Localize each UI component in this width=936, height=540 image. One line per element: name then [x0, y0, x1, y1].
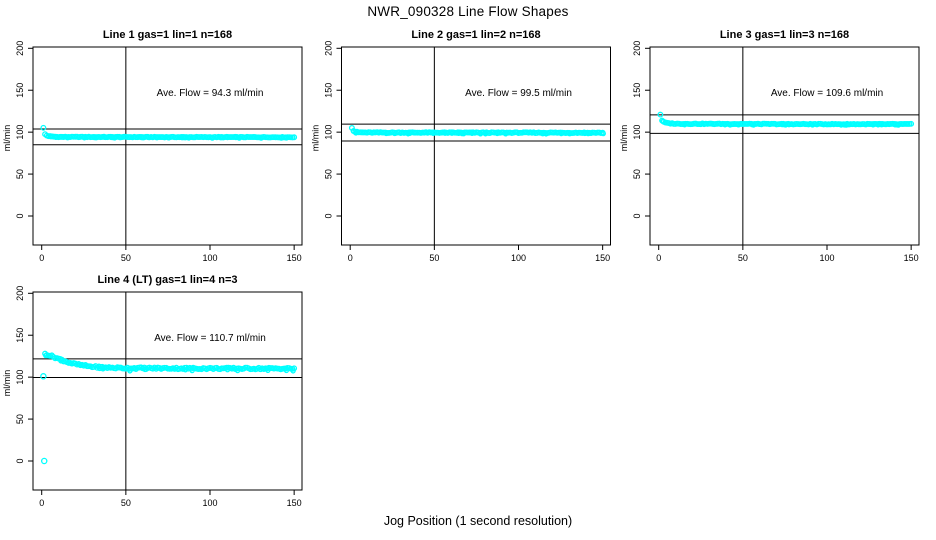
- y-axis-title: ml/min: [2, 125, 12, 152]
- y-tick-label: 100: [632, 125, 642, 140]
- x-tick-label: 150: [904, 253, 919, 263]
- x-tick-label: 100: [202, 253, 217, 263]
- y-tick-label: 50: [15, 169, 25, 179]
- y-tick-label: 50: [324, 169, 334, 179]
- y-tick-label: 150: [15, 83, 25, 98]
- x-tick-label: 0: [39, 498, 44, 508]
- y-tick-label: 200: [324, 41, 334, 56]
- y-tick-label: 100: [15, 125, 25, 140]
- y-tick-label: 200: [15, 41, 25, 56]
- ave-flow-annotation: Ave. Flow = 94.3 ml/min: [157, 88, 264, 99]
- y-tick-label: 0: [15, 213, 25, 218]
- y-tick-label: 150: [15, 328, 25, 343]
- panel-axes: 0 50 100 150 200 ml/min 0 50 100 150: [2, 41, 303, 263]
- y-tick-label: 200: [632, 41, 642, 56]
- y-tick-label: 0: [15, 458, 25, 463]
- panel-title: Line 3 gas=1 lin=3 n=168: [720, 29, 849, 41]
- plot-box: [32, 291, 303, 491]
- x-tick-label: 150: [595, 253, 610, 263]
- ave-flow-annotation: Ave. Flow = 99.5 ml/min: [465, 88, 572, 99]
- x-tick-label: 150: [287, 253, 302, 263]
- y-tick-label: 50: [15, 414, 25, 424]
- y-tick-label: 200: [15, 286, 25, 301]
- panel-line-2: Line 2 gas=1 lin=2 n=168 Ave. Flow = 99.…: [411, 29, 572, 99]
- panel-line-3: Line 3 gas=1 lin=3 n=168 Ave. Flow = 109…: [720, 29, 883, 99]
- data-points: [40, 350, 298, 465]
- panel-title: Line 2 gas=1 lin=2 n=168: [411, 29, 540, 41]
- y-axis-title: ml/min: [619, 125, 629, 152]
- plot-box: [649, 46, 920, 246]
- panel-axes: 0 50 100 150 200 ml/min 0 50 100 150: [619, 41, 920, 263]
- x-tick-label: 50: [738, 253, 748, 263]
- x-tick-label: 50: [121, 253, 131, 263]
- x-tick-label: 100: [819, 253, 834, 263]
- panel-line-1: Line 1 gas=1 lin=1 n=168 Ave. Flow = 94.…: [103, 29, 264, 99]
- x-tick-label: 0: [656, 253, 661, 263]
- y-tick-label: 150: [632, 83, 642, 98]
- chart-layer: 0 50 100 150 200 ml/min 0 50 100 150 0 50 100 150 200 m…: [2, 41, 920, 508]
- y-axis-title: ml/min: [2, 370, 12, 397]
- y-tick-label: 100: [324, 125, 334, 140]
- panel-line-4: Line 4 (LT) gas=1 lin=4 n=3 Ave. Flow = …: [97, 274, 265, 344]
- x-tick-label: 150: [287, 498, 302, 508]
- y-tick-label: 100: [15, 370, 25, 385]
- y-tick-label: 0: [632, 213, 642, 218]
- data-points: [40, 124, 298, 141]
- x-tick-label: 50: [429, 253, 439, 263]
- ave-flow-annotation: Ave. Flow = 110.7 ml/min: [154, 333, 266, 344]
- panel-axes: 0 50 100 150 200 ml/min 0 50 100 150: [311, 41, 611, 263]
- panel-title: Line 4 (LT) gas=1 lin=4 n=3: [97, 274, 237, 286]
- data-points: [348, 124, 606, 137]
- ave-flow-annotation: Ave. Flow = 109.6 ml/min: [771, 88, 883, 99]
- y-tick-label: 50: [632, 169, 642, 179]
- plot-box: [341, 46, 611, 246]
- x-tick-label: 100: [202, 498, 217, 508]
- y-tick-label: 150: [324, 83, 334, 98]
- x-tick-label: 0: [348, 253, 353, 263]
- x-tick-label: 50: [121, 498, 131, 508]
- plot-box: [32, 46, 303, 246]
- panel-title: Line 1 gas=1 lin=1 n=168: [103, 29, 232, 41]
- page-title: NWR_090328 Line Flow Shapes: [367, 4, 568, 19]
- x-tick-label: 0: [39, 253, 44, 263]
- x-axis-title: Jog Position (1 second resolution): [384, 514, 572, 528]
- y-tick-label: 0: [324, 213, 334, 218]
- y-axis-title: ml/min: [311, 125, 321, 152]
- data-points: [657, 111, 915, 128]
- x-tick-label: 100: [511, 253, 526, 263]
- panel-axes: 0 50 100 150 200 ml/min 0 50 100 150: [2, 286, 303, 508]
